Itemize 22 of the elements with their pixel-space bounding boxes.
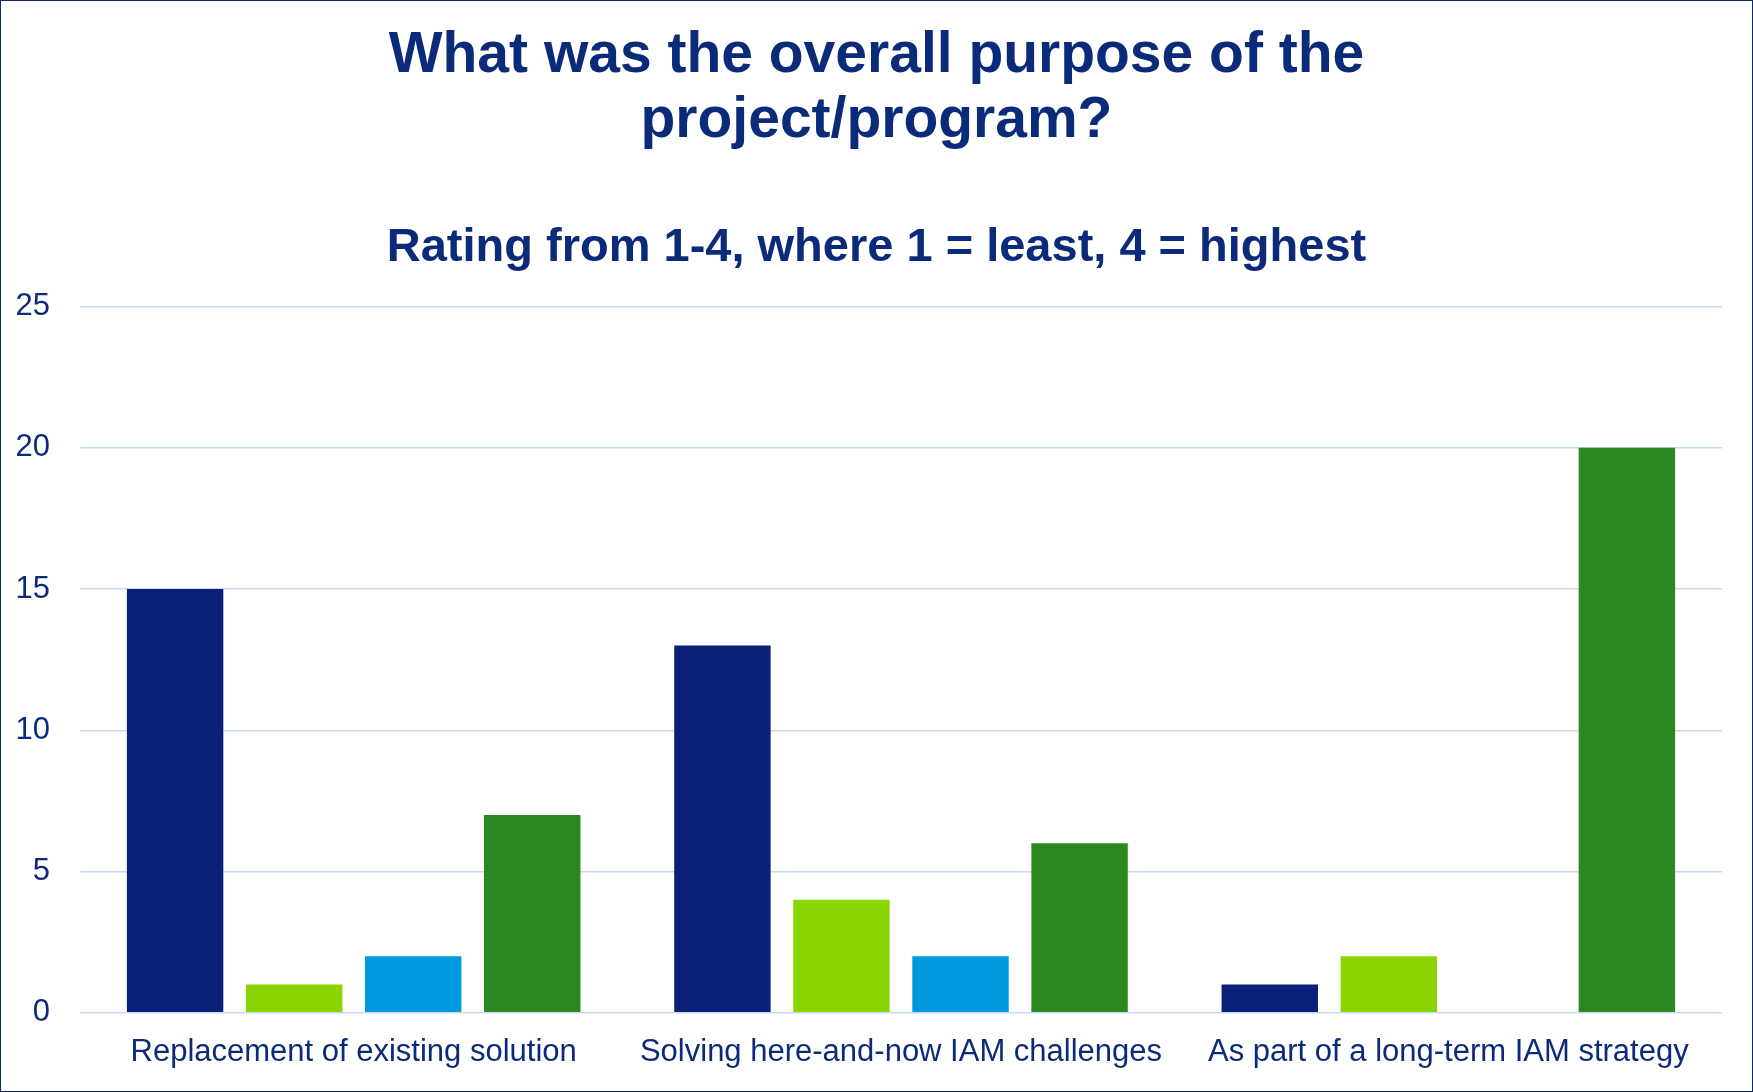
chart-title: What was the overall purpose of the project/program? — [387, 20, 1366, 150]
bar — [1221, 984, 1318, 1013]
chart-subtitle: Rating from 1-4, where 1 = least, 4 = highest — [385, 217, 1368, 273]
bar — [1031, 843, 1128, 1013]
bar — [793, 899, 890, 1013]
x-tick-label: Replacement of existing solution — [130, 1032, 577, 1068]
y-tick-label: 20 — [15, 428, 50, 464]
x-tick-label: As part of a long-term IAM strategy — [1207, 1032, 1690, 1068]
bar — [1578, 447, 1676, 1013]
bar — [1340, 956, 1438, 1013]
bar — [484, 815, 581, 1013]
bar — [912, 956, 1009, 1013]
bar — [126, 589, 224, 1013]
bar — [364, 956, 462, 1013]
y-tick-label: 25 — [15, 287, 50, 323]
y-tick-label: 0 — [32, 993, 50, 1029]
y-tick-label: 10 — [15, 710, 50, 746]
x-tick-label: Solving here-and-now IAM challenges — [639, 1032, 1163, 1068]
y-tick-label: 5 — [32, 852, 50, 888]
y-tick-label: 15 — [15, 569, 50, 605]
bar — [245, 984, 343, 1013]
bar — [674, 645, 771, 1013]
